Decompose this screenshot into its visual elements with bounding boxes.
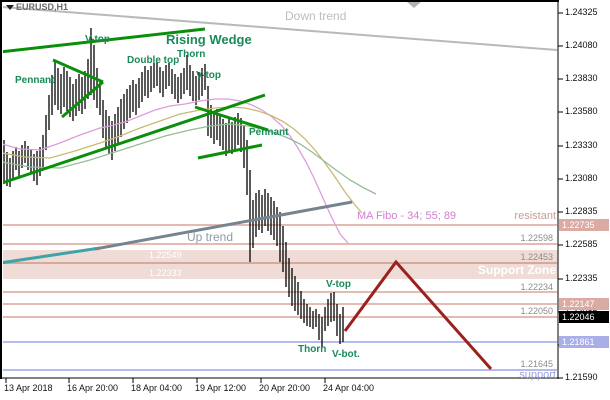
ma-55-line	[3, 106, 363, 214]
pennant-2-upper-line	[194, 105, 269, 132]
pennant-1-lower-line	[61, 80, 104, 119]
pennant-2-lower-line	[197, 143, 263, 160]
down-trend-line	[3, 6, 558, 51]
ma-34-line	[3, 98, 349, 244]
scroll-marker-icon	[407, 2, 421, 8]
symbol-dropdown-icon[interactable]	[6, 5, 14, 10]
rising-wedge-upper-line	[3, 27, 206, 54]
pennant-1-upper-line	[52, 58, 104, 84]
ma-89-line	[3, 123, 377, 195]
up-trend-teal-line	[3, 246, 101, 265]
forecast-path	[343, 259, 493, 370]
rising-wedge-lower-line	[3, 93, 266, 185]
up-trend-line	[94, 200, 353, 251]
